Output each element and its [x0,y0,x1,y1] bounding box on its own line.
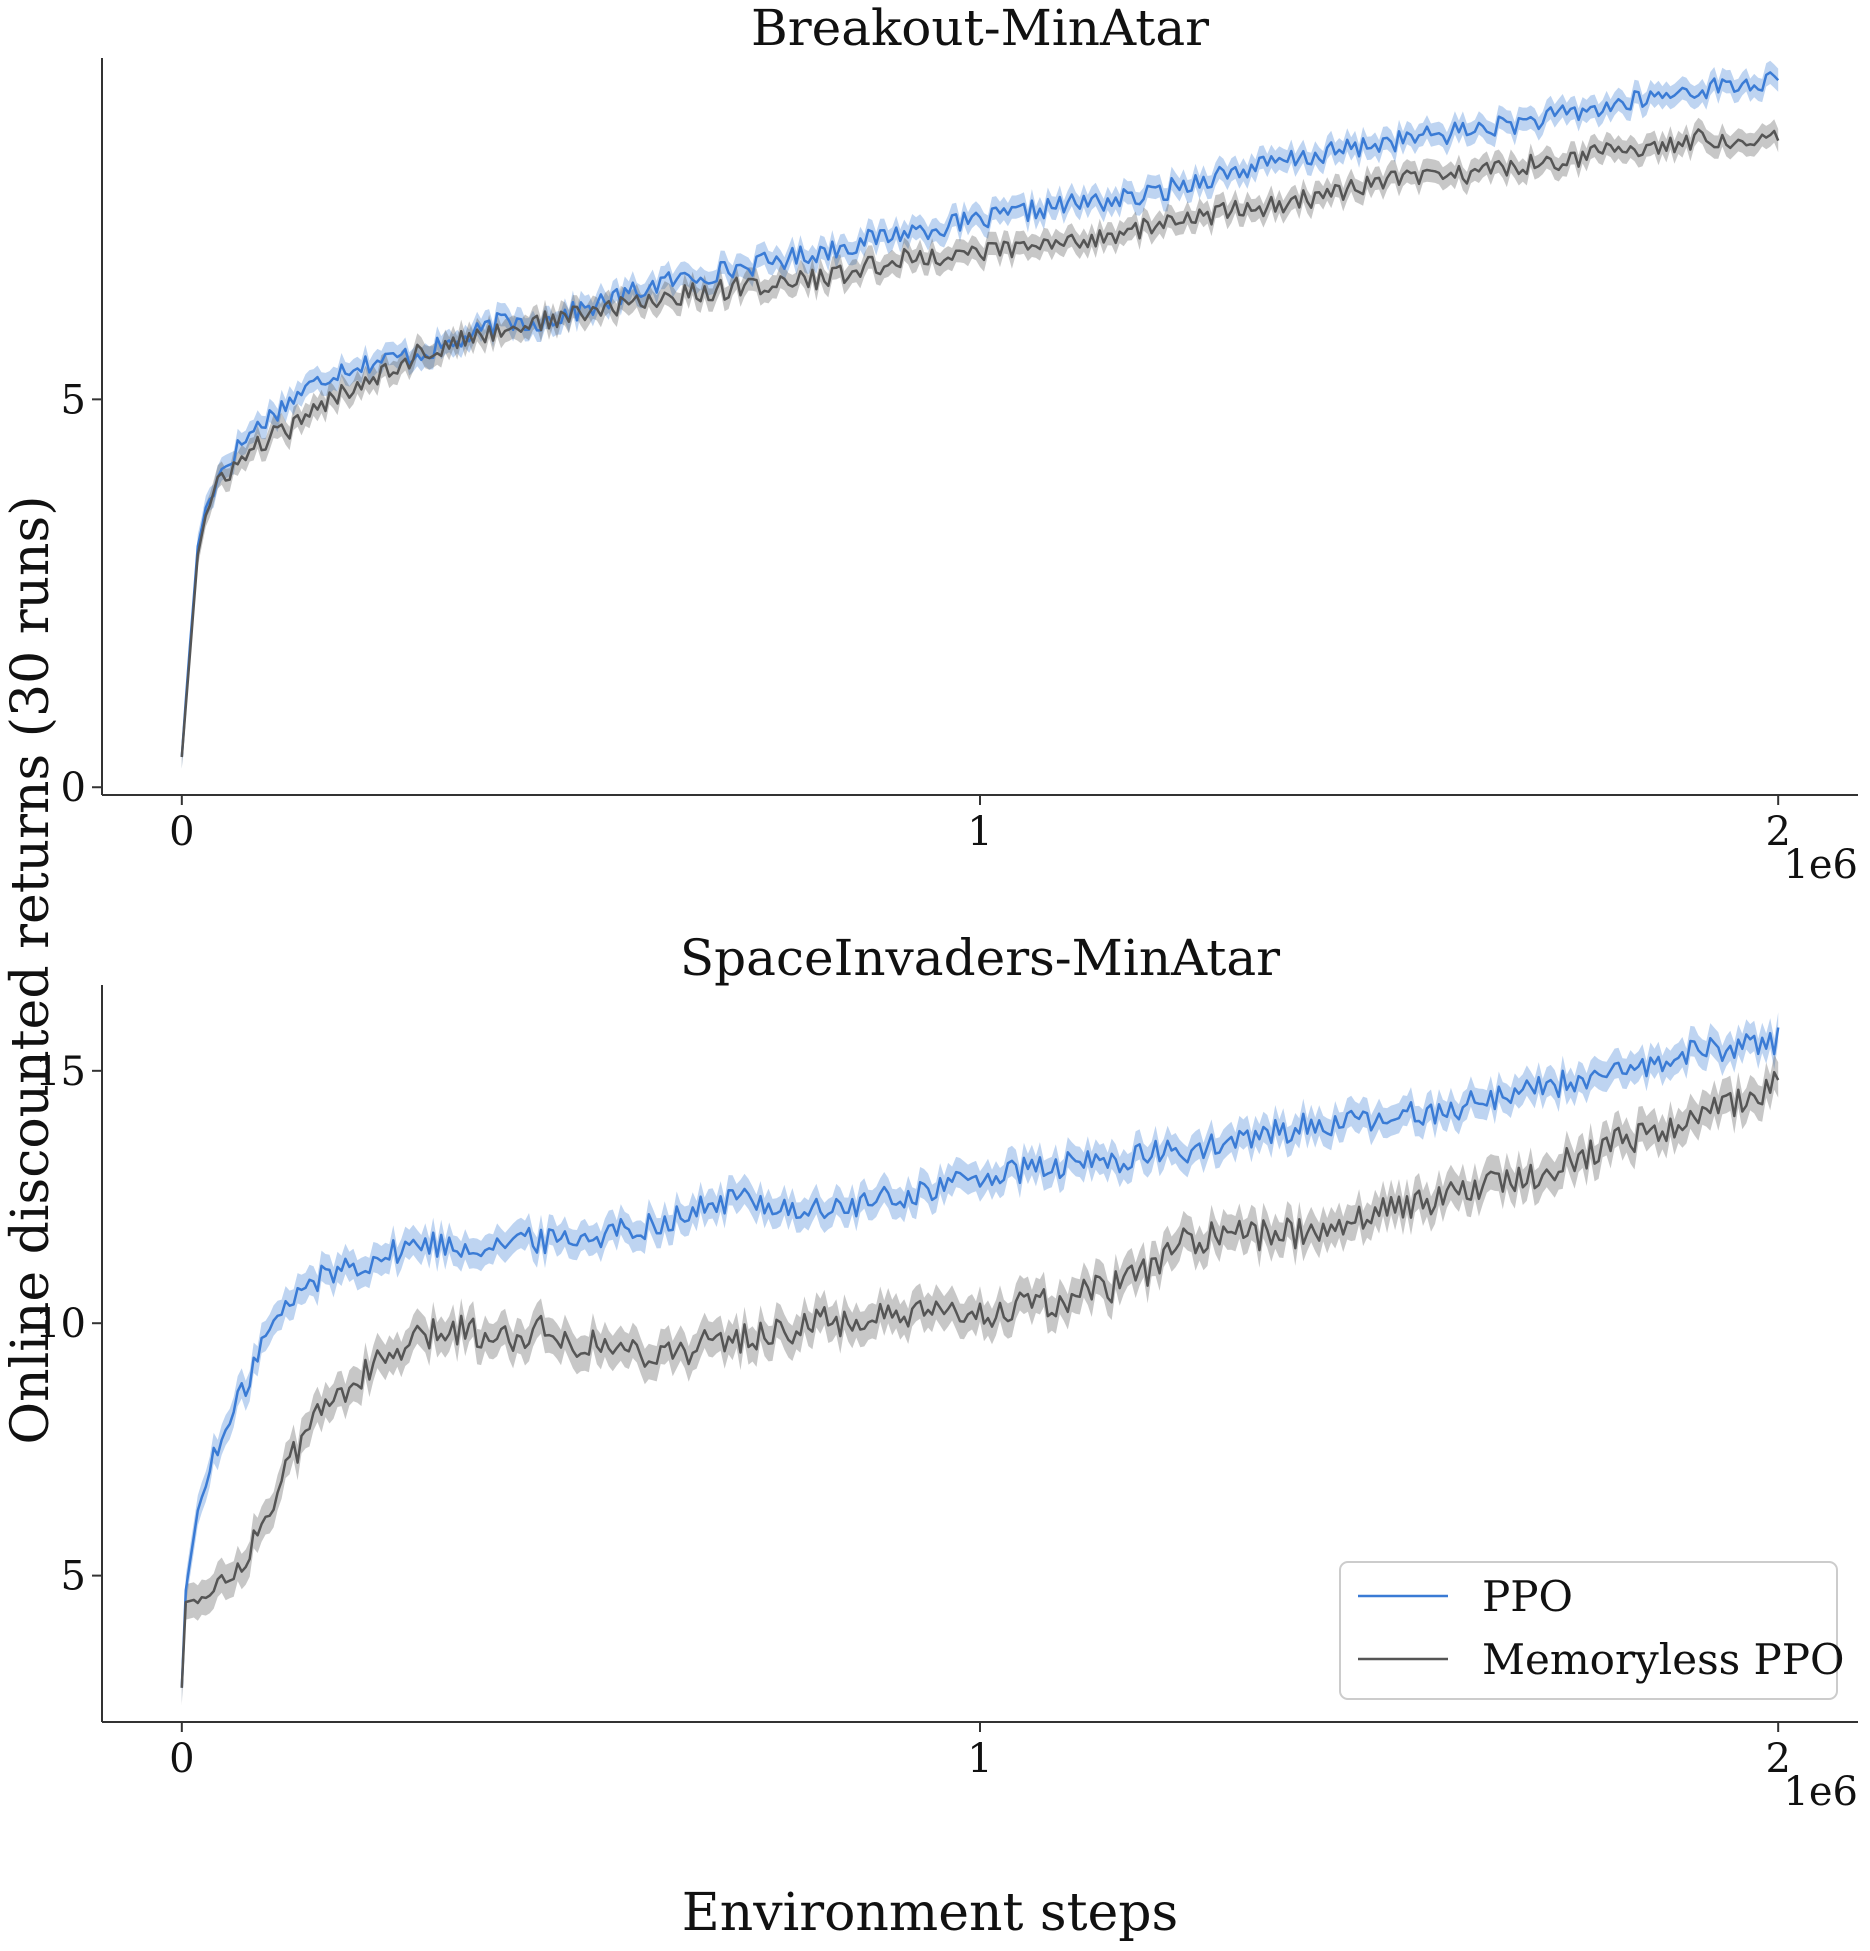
spaceinvaders-memoryless-ppo-confidence-band [181,1054,1779,1706]
spaceinvaders-lines [180,1027,1780,1688]
spaceinvaders-x-tick-label: 2 [1765,1736,1790,1782]
breakout-x-tick-label: 0 [169,809,194,855]
breakout-ppo-line [180,71,1780,758]
breakout-title: Breakout-MinAtar [751,0,1209,57]
spaceinvaders-x-tick-label: 1 [967,1736,992,1782]
spaceinvaders-x-offset-label: 1e6 [1783,1769,1858,1815]
breakout-y-tick-label: 0 [61,765,86,811]
breakout-axes [101,58,1858,796]
breakout-x-tick-label: 2 [1765,809,1790,855]
spaceinvaders-panel: SpaceInvaders-MinAtar 0 1 2 5 10 15 1e6 PPO M… [35,929,1858,1815]
legend: PPO Memoryless PPO [1339,1561,1844,1700]
spaceinvaders-y-tick-label: 10 [35,1301,86,1347]
y-axis-label: Online discounted returns (30 runs) [1,495,61,1444]
legend-label-memoryless-ppo: Memoryless PPO [1482,1635,1844,1684]
x-axis-label: Environment steps [682,1883,1178,1943]
spaceinvaders-y-tick-label: 5 [61,1554,86,1600]
breakout-panel: Breakout-MinAtar 0 1 2 0 5 1e6 [61,0,1858,888]
spaceinvaders-title: SpaceInvaders-MinAtar [680,929,1280,987]
spaceinvaders-y-tick-label: 15 [35,1049,86,1095]
spaceinvaders-bands [181,1012,1779,1706]
breakout-memoryless-ppo-line [180,128,1780,758]
breakout-ticks: 0 1 2 0 5 [61,377,1791,855]
breakout-lines [180,71,1780,758]
legend-label-ppo: PPO [1482,1572,1573,1621]
spaceinvaders-ticks: 0 1 2 5 10 15 [35,1049,1791,1782]
breakout-x-offset-label: 1e6 [1783,842,1858,888]
spaceinvaders-ppo-line [180,1027,1780,1688]
legend-box [1339,1561,1838,1700]
breakout-bands [181,60,1779,769]
breakout-y-tick-label: 5 [61,377,86,423]
breakout-memoryless-ppo-confidence-band [181,117,1779,769]
breakout-x-tick-label: 1 [967,809,992,855]
spaceinvaders-x-tick-label: 0 [169,1736,194,1782]
spaceinvaders-memoryless-ppo-line [180,1070,1780,1688]
